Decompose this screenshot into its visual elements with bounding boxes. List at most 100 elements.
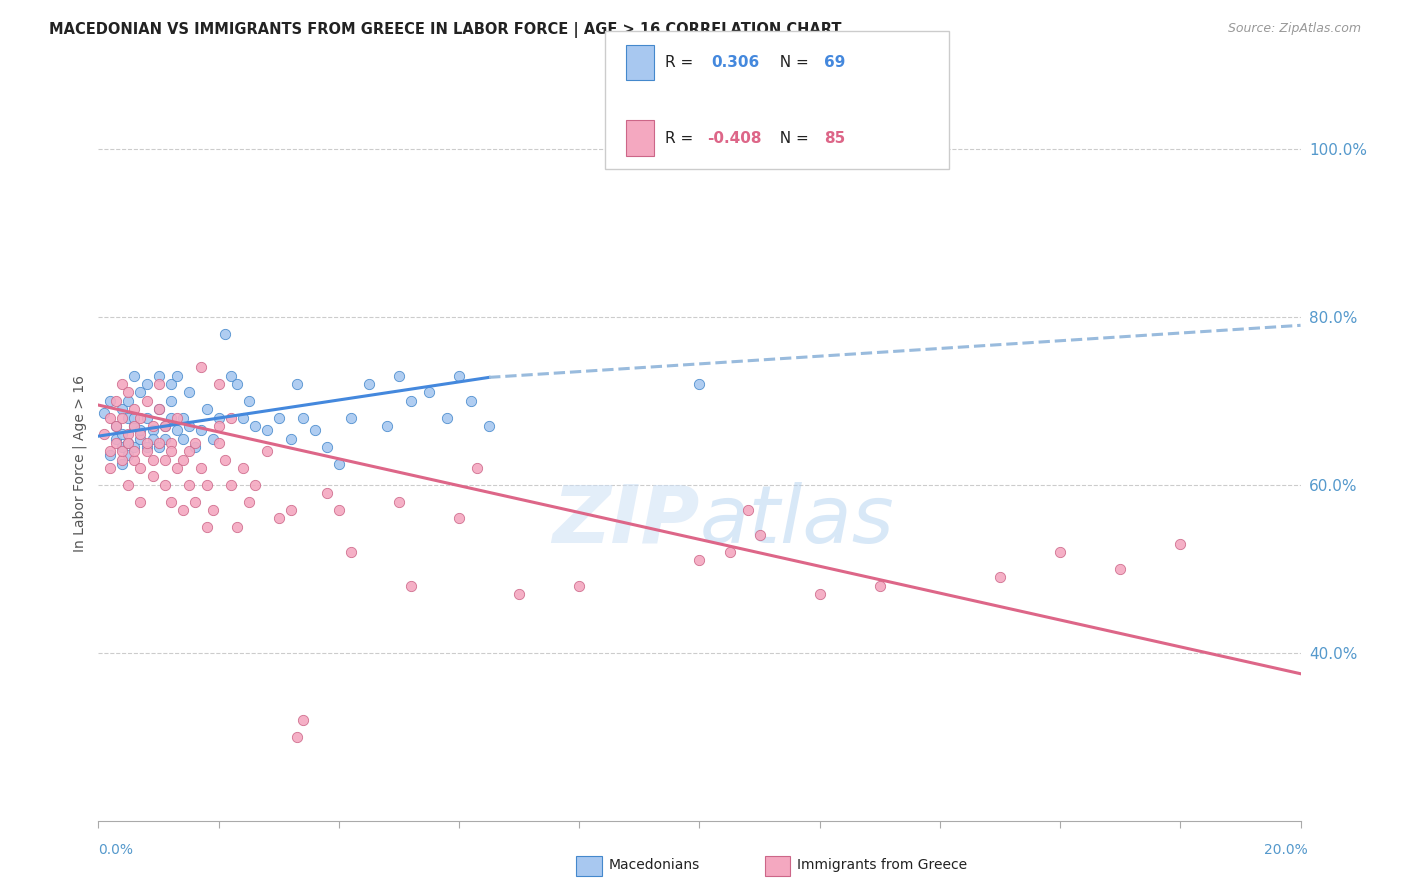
Point bbox=[111, 452, 134, 467]
Point bbox=[190, 423, 212, 437]
Point bbox=[737, 503, 759, 517]
Point bbox=[183, 435, 205, 450]
Point bbox=[117, 435, 139, 450]
Point bbox=[159, 494, 181, 508]
Point bbox=[166, 368, 188, 383]
Point bbox=[508, 587, 530, 601]
Point bbox=[291, 410, 314, 425]
Point bbox=[172, 410, 194, 425]
Point bbox=[129, 432, 152, 446]
Point bbox=[238, 393, 260, 408]
Point bbox=[375, 419, 398, 434]
Point bbox=[135, 440, 157, 454]
Point bbox=[148, 402, 170, 417]
Point bbox=[117, 478, 139, 492]
Point bbox=[124, 440, 146, 454]
Point bbox=[153, 432, 176, 446]
Point bbox=[117, 427, 139, 442]
Point bbox=[267, 511, 290, 525]
Point bbox=[117, 410, 139, 425]
Point bbox=[190, 461, 212, 475]
Text: N =: N = bbox=[770, 131, 814, 145]
Point bbox=[135, 377, 157, 392]
Point bbox=[129, 494, 152, 508]
Point bbox=[340, 545, 363, 559]
Point bbox=[148, 435, 170, 450]
Point bbox=[105, 393, 128, 408]
Point bbox=[105, 419, 128, 434]
Point bbox=[988, 570, 1011, 584]
Point bbox=[195, 478, 218, 492]
Point bbox=[135, 444, 157, 458]
Point bbox=[129, 461, 152, 475]
Text: 85: 85 bbox=[824, 131, 845, 145]
Point bbox=[153, 419, 176, 434]
Point bbox=[159, 444, 181, 458]
Point bbox=[166, 461, 188, 475]
Text: Immigrants from Greece: Immigrants from Greece bbox=[797, 858, 967, 872]
Point bbox=[177, 385, 200, 400]
Point bbox=[399, 393, 422, 408]
Point bbox=[159, 377, 181, 392]
Point bbox=[141, 469, 163, 483]
Point bbox=[568, 578, 591, 592]
Point bbox=[135, 435, 157, 450]
Point bbox=[183, 494, 205, 508]
Point bbox=[159, 393, 181, 408]
Point bbox=[177, 444, 200, 458]
Point bbox=[808, 587, 831, 601]
Point bbox=[219, 368, 242, 383]
Point bbox=[718, 545, 741, 559]
Text: 0.0%: 0.0% bbox=[98, 843, 134, 857]
Point bbox=[124, 368, 146, 383]
Point bbox=[124, 444, 146, 458]
Point bbox=[232, 410, 254, 425]
Point bbox=[111, 402, 134, 417]
Point bbox=[148, 368, 170, 383]
Text: R =: R = bbox=[665, 131, 699, 145]
Point bbox=[111, 440, 134, 454]
Point bbox=[201, 503, 224, 517]
Point bbox=[117, 449, 139, 463]
Point bbox=[460, 393, 482, 408]
Point bbox=[129, 410, 152, 425]
Point bbox=[208, 419, 231, 434]
Point bbox=[105, 435, 128, 450]
Y-axis label: In Labor Force | Age > 16: In Labor Force | Age > 16 bbox=[73, 376, 87, 552]
Point bbox=[689, 553, 711, 567]
Point bbox=[100, 393, 122, 408]
Point bbox=[124, 410, 146, 425]
Point bbox=[418, 385, 440, 400]
Point bbox=[111, 444, 134, 458]
Point bbox=[177, 478, 200, 492]
Point bbox=[117, 435, 139, 450]
Point bbox=[291, 713, 314, 727]
Point bbox=[100, 449, 122, 463]
Point bbox=[304, 423, 326, 437]
Point bbox=[177, 419, 200, 434]
Point bbox=[748, 528, 770, 542]
Point bbox=[100, 410, 122, 425]
Point bbox=[225, 377, 247, 392]
Point bbox=[232, 461, 254, 475]
Point bbox=[195, 402, 218, 417]
Point bbox=[124, 419, 146, 434]
Point bbox=[148, 440, 170, 454]
Point bbox=[111, 410, 134, 425]
Point bbox=[256, 444, 278, 458]
Point bbox=[328, 503, 350, 517]
Point bbox=[111, 427, 134, 442]
Point bbox=[243, 478, 266, 492]
Point bbox=[315, 440, 337, 454]
Text: 20.0%: 20.0% bbox=[1264, 843, 1308, 857]
Point bbox=[388, 368, 411, 383]
Point bbox=[100, 444, 122, 458]
Text: MACEDONIAN VS IMMIGRANTS FROM GREECE IN LABOR FORCE | AGE > 16 CORRELATION CHART: MACEDONIAN VS IMMIGRANTS FROM GREECE IN … bbox=[49, 22, 842, 38]
Point bbox=[141, 419, 163, 434]
Point bbox=[447, 511, 470, 525]
Text: Source: ZipAtlas.com: Source: ZipAtlas.com bbox=[1227, 22, 1361, 36]
Point bbox=[153, 419, 176, 434]
Point bbox=[105, 419, 128, 434]
Point bbox=[243, 419, 266, 434]
Point bbox=[124, 452, 146, 467]
